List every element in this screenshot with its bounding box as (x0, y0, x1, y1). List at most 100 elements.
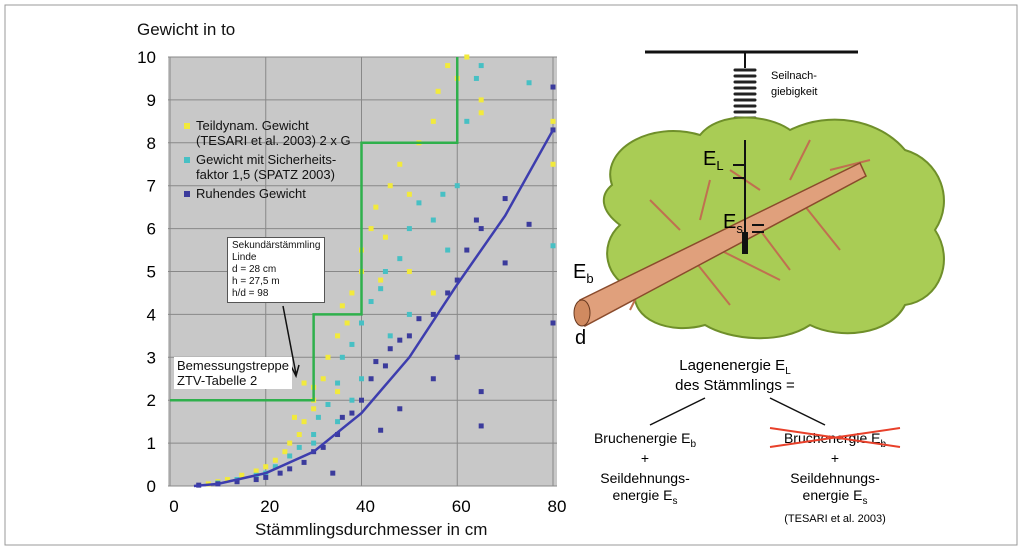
point (311, 440, 317, 446)
plus: + (641, 450, 649, 466)
line (170, 57, 459, 402)
point (368, 299, 374, 305)
y-tick-label: 4 (147, 305, 156, 324)
point (349, 397, 355, 403)
plus: + (831, 450, 839, 466)
point (478, 110, 484, 116)
symbol-sub: s (736, 221, 743, 236)
legend-label: Ruhendes Gewicht (196, 186, 306, 201)
point (315, 414, 321, 420)
spring (733, 68, 757, 120)
point (325, 354, 331, 360)
point (325, 401, 331, 407)
legend-label: Teildynam. Gewicht (TESARI et al. 2003) … (196, 118, 351, 148)
annotation: Sekundärstämmling Linde d = 28 cm h = 27… (227, 237, 326, 303)
point (464, 118, 470, 124)
point (339, 354, 345, 360)
point (430, 376, 436, 382)
point (478, 97, 484, 103)
point (349, 290, 355, 296)
point (550, 118, 556, 124)
legend-entry: Teildynam. Gewicht (TESARI et al. 2003) … (184, 118, 351, 148)
x-tick-label: 60 (452, 497, 471, 516)
point (368, 376, 374, 382)
point (311, 432, 317, 438)
point (339, 414, 345, 420)
point (406, 311, 412, 317)
point (301, 419, 307, 425)
point (473, 75, 479, 81)
log-end (573, 299, 591, 327)
point (387, 346, 393, 352)
y-tick-label: 5 (147, 263, 156, 282)
point (430, 311, 436, 317)
point (430, 118, 436, 124)
point (359, 376, 364, 382)
annotation: Bemessungstreppe ZTV-Tabelle 2 (174, 357, 293, 389)
summary: Lagenenergie EL (679, 357, 791, 377)
left-term: Bruchenergie Eb (594, 430, 697, 450)
point (478, 389, 484, 395)
symbol-sub: L (716, 158, 723, 173)
point (378, 286, 384, 292)
point (406, 333, 412, 339)
point (301, 380, 307, 386)
point (263, 464, 269, 470)
point (526, 221, 532, 227)
summary-text: Lagenenergie E (679, 357, 785, 374)
x-tick-label: 80 (548, 497, 567, 516)
point (339, 303, 345, 309)
symbol-base: E (573, 261, 586, 283)
connector (649, 397, 706, 426)
term: energie E (613, 487, 673, 503)
point (311, 406, 317, 412)
rope-label: giebigkeit (771, 86, 817, 98)
point (526, 80, 532, 86)
point (291, 414, 297, 420)
term-sub: s (862, 496, 867, 507)
point (287, 453, 293, 459)
summary-sub: L (785, 366, 791, 377)
point (397, 337, 403, 343)
point (335, 380, 341, 386)
point (272, 464, 278, 470)
point (416, 316, 422, 322)
point (335, 432, 341, 438)
point (378, 427, 384, 433)
point (445, 290, 451, 296)
point (349, 341, 355, 347)
rope-label: Seilnach- (771, 70, 817, 82)
point (454, 354, 460, 360)
point (445, 247, 451, 253)
y-axis-title: Gewicht in to (137, 20, 236, 39)
point (478, 423, 484, 429)
point (397, 161, 403, 167)
point (502, 260, 508, 266)
symbol-base: E (703, 148, 716, 170)
point (296, 444, 302, 450)
source: (TESARI et al. 2003) (784, 513, 886, 525)
point (320, 376, 326, 382)
y-tick-label: 7 (147, 177, 156, 196)
point (464, 54, 470, 60)
connector (769, 397, 826, 426)
point (550, 161, 556, 167)
symbol-sub: b (586, 271, 593, 286)
tree-crown (602, 116, 945, 340)
x-tick-label: 40 (356, 497, 375, 516)
point (330, 470, 336, 476)
point (473, 217, 479, 223)
point (287, 466, 293, 472)
point (224, 477, 230, 483)
term-sub: s (672, 496, 677, 507)
term-sub: b (690, 439, 696, 450)
rope-clamp (742, 232, 748, 254)
point (272, 457, 278, 463)
term: Seildehnungs- (790, 470, 880, 486)
point (349, 410, 355, 416)
point (382, 363, 388, 369)
term: Seildehnungs- (600, 470, 690, 486)
point (282, 449, 288, 455)
point (397, 406, 403, 412)
